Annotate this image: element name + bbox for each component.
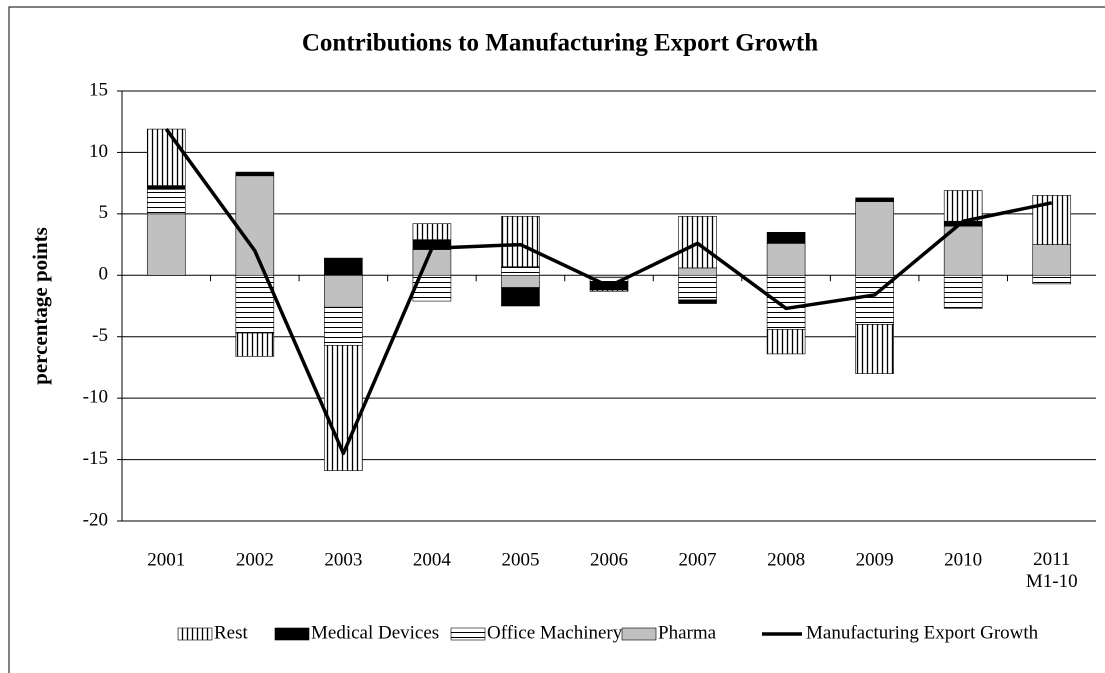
bar-segment — [855, 201, 894, 276]
bar-segment — [412, 223, 452, 240]
bar-segment — [146, 213, 186, 276]
bar-segment — [855, 197, 894, 202]
bar-segment — [589, 289, 629, 292]
x-tick-label: 2007 — [679, 549, 717, 570]
legend-label: Office Machinery — [487, 622, 623, 643]
y-tick-label: -10 — [83, 387, 108, 408]
legend-label: Manufacturing Export Growth — [806, 622, 1039, 643]
line-series — [164, 128, 1053, 456]
x-tick-label-line: 2011 — [1033, 549, 1070, 570]
y-tick-label: -20 — [83, 509, 108, 530]
x-tick-label: 2002 — [236, 549, 274, 570]
bar-segment — [501, 216, 540, 267]
x-tick-label: 2011 M1-10 — [1026, 549, 1078, 592]
bar-segment — [678, 274, 717, 301]
x-tick-label: 2005 — [501, 549, 539, 570]
bar-segment — [324, 257, 363, 276]
y-tick-label: 5 — [99, 202, 109, 223]
bar-segment — [235, 171, 275, 177]
bar-segment — [855, 324, 894, 374]
bar-segment — [766, 329, 806, 355]
bar-segment — [412, 249, 452, 276]
bar-segment — [501, 266, 540, 276]
legend-swatch — [177, 627, 213, 641]
y-tick-label: 10 — [89, 141, 108, 162]
bar-segment — [943, 225, 983, 276]
y-tick-label: -5 — [92, 325, 108, 346]
y-tick-label: -15 — [83, 448, 108, 469]
bar-segment — [146, 128, 186, 186]
x-tick-label: 2003 — [324, 549, 362, 570]
x-tick-label: 2004 — [413, 549, 452, 570]
legend-swatch — [274, 627, 310, 641]
bar-segment — [146, 185, 186, 190]
chart-title: Contributions to Manufacturing Export Gr… — [302, 30, 818, 57]
bar-segment — [235, 332, 275, 357]
bar-segment — [943, 274, 983, 309]
bar-segment — [766, 231, 806, 244]
bar-segment — [766, 274, 806, 330]
bar-segment — [1032, 274, 1072, 285]
bar-segment — [766, 243, 806, 276]
bar-segment — [501, 274, 540, 288]
bar-segment — [589, 274, 629, 279]
x-tick-label-line: M1-10 — [1026, 571, 1078, 592]
bar-segment — [1032, 244, 1072, 276]
bar-segment — [678, 267, 717, 276]
bar-segment — [324, 274, 363, 308]
x-tick-label: 2006 — [590, 549, 628, 570]
bar-segment — [146, 188, 186, 215]
bar-segment — [235, 274, 275, 334]
bar-segment — [943, 190, 983, 222]
x-tick-label: 2001 — [147, 549, 185, 570]
x-tick-label: 2010 — [944, 549, 982, 570]
legend-label: Medical Devices — [311, 622, 439, 643]
y-tick-label: 0 — [99, 264, 109, 285]
y-tick-label: 15 — [89, 79, 108, 100]
legend-swatch — [450, 627, 486, 641]
x-tick-label: 2008 — [767, 549, 805, 570]
chart-frame — [8, 6, 1105, 673]
bar-segment — [324, 306, 363, 346]
legend-label: Rest — [214, 622, 249, 643]
bar-segment — [501, 287, 540, 307]
y-axis-label: percentage points — [28, 227, 52, 385]
bar-segment — [678, 299, 717, 304]
legend-swatch — [621, 627, 657, 641]
legend-label: Pharma — [658, 622, 717, 643]
x-tick-label: 2009 — [856, 549, 894, 570]
bar-segment — [235, 175, 275, 276]
